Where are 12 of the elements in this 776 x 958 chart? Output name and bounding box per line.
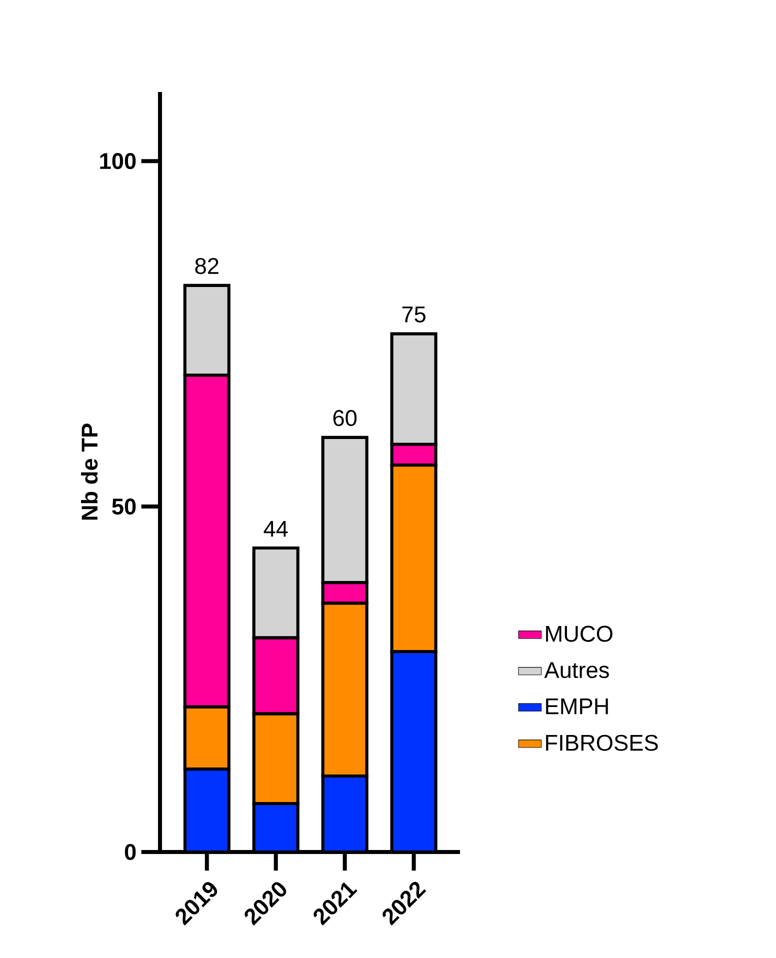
total-label: 82: [195, 258, 218, 274]
y-tick-label: 100: [100, 153, 136, 170]
y-axis-title: Nb de TP: [81, 424, 98, 520]
total-label: 60: [333, 410, 357, 426]
legend-label: Autres: [544, 662, 609, 678]
y-tick-label: 0: [124, 844, 136, 860]
legend-label: MUCO: [546, 626, 612, 642]
total-label: 75: [402, 306, 426, 322]
legend-label: FIBROSES: [546, 734, 658, 751]
y-tick-label: 50: [112, 498, 136, 515]
total-label: 44: [264, 521, 288, 537]
legend-label: EMPH: [546, 698, 608, 714]
